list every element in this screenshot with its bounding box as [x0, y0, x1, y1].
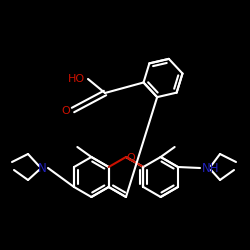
Text: NH: NH [202, 162, 220, 174]
Text: O: O [127, 153, 136, 163]
Text: O: O [62, 106, 70, 116]
Text: HO: HO [68, 74, 84, 84]
Text: N: N [38, 162, 46, 174]
